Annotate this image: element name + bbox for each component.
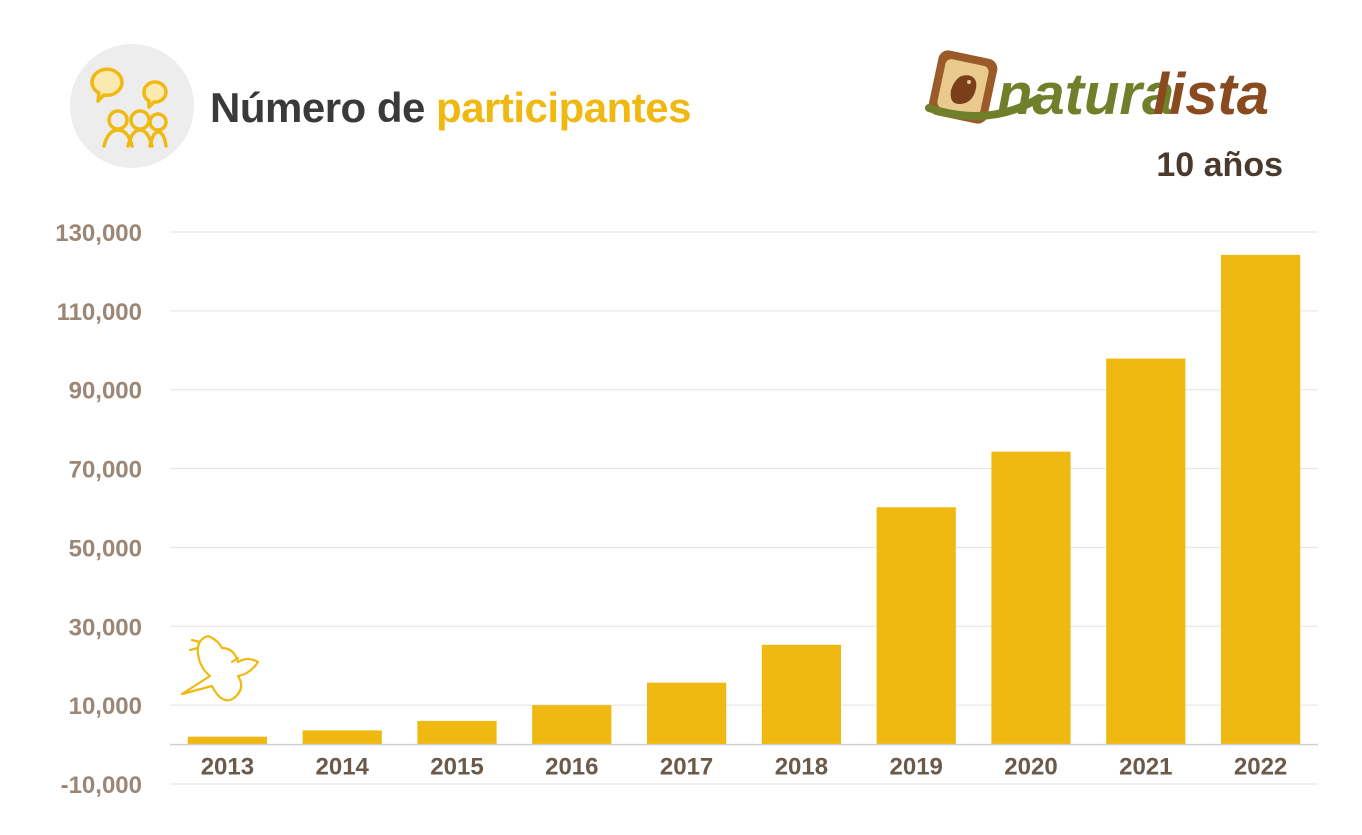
chart-title: Número de participantes: [210, 84, 691, 132]
x-tick-label: 2022: [1234, 754, 1287, 781]
x-tick-label: 2019: [890, 754, 943, 781]
bar-2018: [761, 644, 842, 745]
bar-2015: [417, 720, 497, 745]
bar-2020: [991, 451, 1071, 745]
bar-2014: [302, 730, 382, 745]
y-tick-label: -10,000: [61, 772, 142, 799]
y-tick-label: 30,000: [69, 614, 142, 641]
title-part1: Número de: [210, 84, 425, 131]
y-axis: -10,000 10,000 30,000 50,000 70,000 90,000 110…: [55, 220, 142, 799]
x-tick-label: 2014: [316, 754, 370, 781]
x-tick-label: 2021: [1119, 754, 1172, 781]
brand-subtitle: 10 años: [1156, 146, 1283, 184]
y-tick-label: 50,000: [69, 535, 142, 562]
bird-icon: [180, 634, 260, 702]
bar-2022: [1220, 254, 1301, 745]
people-chat-icon: [70, 44, 194, 168]
y-tick-label: 90,000: [69, 378, 142, 405]
x-tick-label: 2018: [775, 754, 828, 781]
bar-2019: [876, 507, 956, 745]
y-tick-label: 130,000: [55, 220, 142, 247]
naturalista-logo: natura lista 10 años: [925, 50, 1283, 184]
bar-2013: [187, 736, 268, 745]
bars: [187, 254, 1301, 745]
y-tick-label: 10,000: [69, 693, 142, 720]
x-tick-label: 2013: [201, 754, 254, 781]
y-tick-label: 70,000: [69, 457, 142, 484]
brand-name-part1: natura: [997, 62, 1174, 127]
bird-phone-icon: [925, 50, 1043, 124]
x-tick-label: 2015: [430, 754, 483, 781]
bar-2021: [1106, 358, 1186, 745]
y-tick-label: 110,000: [57, 299, 142, 326]
x-tick-label: 2016: [545, 754, 598, 781]
bar-2017: [646, 682, 727, 745]
brand-name-part2: lista: [1153, 62, 1269, 127]
title-part2: participantes: [436, 84, 691, 131]
x-tick-label: 2020: [1004, 754, 1057, 781]
x-tick-label: 2017: [660, 754, 713, 781]
bar-2016: [532, 705, 612, 745]
x-axis: 2013 2014 2015 2016 2017 2018 2019 2020 2021 2022: [201, 754, 1288, 781]
